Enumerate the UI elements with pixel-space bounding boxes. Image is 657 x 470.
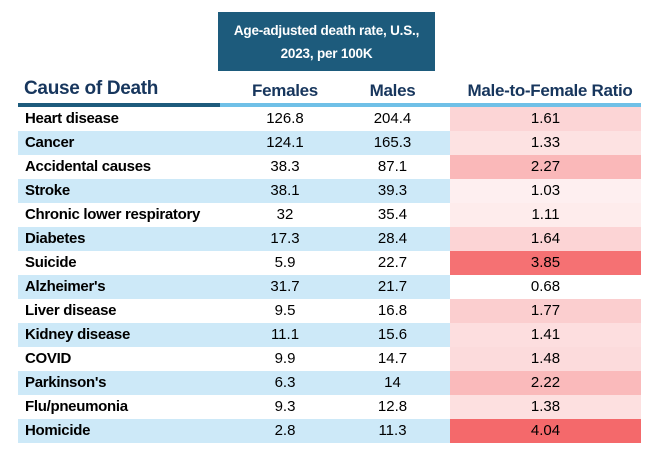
- table-title: Age-adjusted death rate, U.S., 2023, per…: [218, 12, 435, 71]
- females-cell: 2.8: [274, 422, 296, 439]
- table-row: Homicide 2.8 11.3 4.04: [18, 419, 641, 443]
- table-row: Accidental causes 38.3 87.1 2.27: [18, 155, 641, 179]
- females-cell: 9.3: [274, 398, 296, 415]
- cause-cell: Flu/pneumonia: [25, 398, 128, 415]
- ratio-cell: 1.03: [450, 179, 641, 203]
- ratio-cell: 1.61: [450, 107, 641, 131]
- ratio-cell: 2.22: [450, 371, 641, 395]
- males-cell: 15.6: [377, 326, 408, 343]
- cause-cell: Kidney disease: [18, 323, 450, 347]
- males-cell: 11.3: [378, 422, 407, 439]
- ratio-cell: 1.48: [450, 347, 641, 371]
- cause-cell: Stroke: [18, 179, 450, 203]
- ratio-cell: 2.27: [450, 155, 641, 179]
- cause-cell: Homicide: [18, 419, 450, 443]
- table-row: Diabetes 17.3 28.4 1.64: [18, 227, 641, 251]
- ratio-cell: 0.68: [450, 275, 641, 299]
- females-cell: 31.7: [270, 278, 300, 295]
- table-row: Cancer 124.1 165.3 1.33: [18, 131, 641, 155]
- females-cell: 11.1: [270, 326, 300, 343]
- males-cell: 165.3: [373, 134, 412, 151]
- males-cell: 21.7: [377, 278, 408, 295]
- females-cell: 9.9: [274, 350, 296, 367]
- table-body: Heart disease 126.8 204.4 1.61 Cancer 12…: [18, 107, 641, 443]
- females-cell: 124.1: [266, 134, 304, 151]
- females-cell: 38.3: [270, 158, 300, 175]
- cause-cell: Heart disease: [25, 110, 119, 127]
- header-underline-light-segment: [220, 103, 641, 107]
- column-header-males: Males: [369, 81, 416, 100]
- cause-cell: COVID: [25, 350, 72, 367]
- ratio-cell: 1.11: [450, 203, 641, 227]
- cause-cell: Alzheimer's: [18, 275, 450, 299]
- females-cell: 38.1: [270, 182, 300, 199]
- ratio-cell: 1.41: [450, 323, 641, 347]
- females-cell: 17.3: [270, 230, 300, 247]
- ratio-cell: 1.64: [450, 227, 641, 251]
- cause-cell: Suicide: [25, 254, 77, 271]
- cause-cell: Diabetes: [18, 227, 450, 251]
- table-row: Stroke 38.1 39.3 1.03: [18, 179, 641, 203]
- males-cell: 16.8: [377, 302, 408, 319]
- table-row: Heart disease 126.8 204.4 1.61: [18, 107, 641, 131]
- table-row: Kidney disease 11.1 15.6 1.41: [18, 323, 641, 347]
- table-row: Alzheimer's 31.7 21.7 0.68: [18, 275, 641, 299]
- females-cell: 9.5: [274, 302, 296, 319]
- ratio-cell: 1.77: [450, 299, 641, 323]
- ratio-cell: 1.33: [450, 131, 641, 155]
- table-row: Suicide 5.9 22.7 3.85: [18, 251, 641, 275]
- males-cell: 28.4: [377, 230, 408, 247]
- cause-cell: Accidental causes: [25, 158, 151, 175]
- table-title-line2: 2023, per 100K: [280, 45, 373, 61]
- table-row: Liver disease 9.5 16.8 1.77: [18, 299, 641, 323]
- table-row: COVID 9.9 14.7 1.48: [18, 347, 641, 371]
- header-underline-dark-segment: [18, 103, 220, 107]
- females-cell: 6.3: [274, 374, 296, 391]
- males-cell: 87.1: [377, 158, 408, 175]
- table-title-line1: Age-adjusted death rate, U.S.,: [233, 22, 420, 38]
- table-row: Parkinson's 6.3 14 2.22: [18, 371, 641, 395]
- males-cell: 39.3: [377, 182, 408, 199]
- males-cell: 14.7: [377, 350, 408, 367]
- cause-cell: Cancer: [18, 131, 450, 155]
- males-cell: 14: [384, 374, 401, 391]
- males-cell: 22.7: [377, 254, 408, 271]
- ratio-cell: 3.85: [450, 251, 641, 275]
- cause-cell: Parkinson's: [18, 371, 450, 395]
- cause-cell: Chronic lower respiratory: [25, 206, 201, 223]
- table-row: Flu/pneumonia 9.3 12.8 1.38: [18, 395, 641, 419]
- females-cell: 126.8: [266, 110, 304, 127]
- ratio-cell: 4.04: [450, 419, 641, 443]
- males-cell: 204.4: [373, 110, 412, 127]
- column-header-ratio: Male-to-Female Ratio: [467, 81, 633, 100]
- males-cell: 12.8: [377, 398, 408, 415]
- ratio-cell: 1.38: [450, 395, 641, 419]
- cause-cell: Liver disease: [25, 302, 117, 319]
- table-row: Chronic lower respiratory 32 35.4 1.11: [18, 203, 641, 227]
- column-header-cause: Cause of Death: [24, 78, 159, 99]
- males-cell: 35.4: [377, 206, 408, 223]
- females-cell: 32: [276, 206, 294, 223]
- column-header-females: Females: [252, 81, 318, 100]
- females-cell: 5.9: [274, 254, 296, 271]
